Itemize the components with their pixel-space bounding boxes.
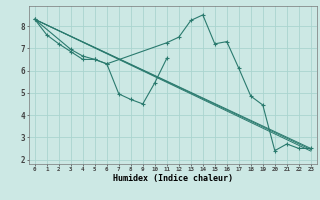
X-axis label: Humidex (Indice chaleur): Humidex (Indice chaleur) bbox=[113, 174, 233, 183]
